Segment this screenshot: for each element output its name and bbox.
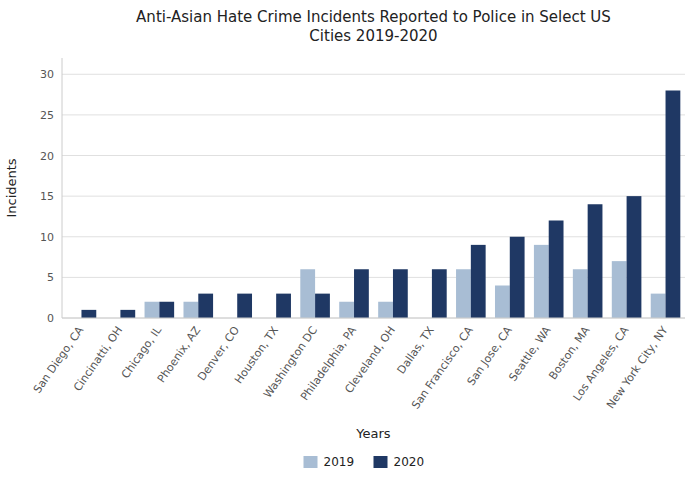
bar	[81, 310, 96, 318]
y-tick-label: 10	[40, 231, 54, 244]
x-axis-line	[62, 318, 685, 319]
grid-line	[62, 196, 685, 197]
bar	[183, 302, 198, 318]
x-axis-label: Years	[355, 426, 391, 441]
bar	[495, 286, 510, 319]
grid-line	[62, 74, 685, 75]
y-tick-label: 25	[40, 109, 54, 122]
title: Anti-Asian Hate Crime Incidents Reported…	[136, 8, 611, 45]
title-line: Cities 2019-2020	[309, 27, 437, 45]
bar	[549, 221, 564, 319]
bar	[378, 302, 393, 318]
x-tick-label: Cincinatti, OH	[71, 324, 125, 394]
bar	[510, 237, 525, 318]
title-line: Anti-Asian Hate Crime Incidents Reported…	[136, 8, 611, 26]
bar	[588, 204, 603, 318]
bar	[198, 294, 213, 318]
bar	[666, 91, 681, 319]
y-tick-label: 0	[47, 312, 54, 325]
bar	[339, 302, 354, 318]
bar	[651, 294, 666, 318]
legend-swatch	[304, 456, 318, 468]
bar	[393, 269, 408, 318]
bar	[612, 261, 627, 318]
y-axis-line	[62, 58, 63, 318]
y-tick-label: 15	[40, 190, 54, 203]
x-tick-label: San Jose, CA	[465, 324, 515, 388]
x-tick-label: Cleveland, OH	[342, 324, 398, 396]
bar	[534, 245, 549, 318]
y-tick-label: 20	[40, 150, 54, 163]
legend: 2019 2020	[304, 455, 425, 469]
legend-label: 2019	[324, 455, 355, 469]
bar	[471, 245, 486, 318]
legend-label: 2020	[394, 455, 425, 469]
bar	[573, 269, 588, 318]
bar	[627, 196, 642, 318]
bar	[276, 294, 291, 318]
bar	[159, 302, 174, 318]
bar	[354, 269, 369, 318]
legend-swatch	[374, 456, 388, 468]
y-tick-label: 30	[40, 68, 54, 81]
bar	[237, 294, 252, 318]
bar	[456, 269, 471, 318]
bar	[432, 269, 447, 318]
bar	[145, 302, 160, 318]
bar	[315, 294, 330, 318]
grid-line	[62, 155, 685, 156]
grid-line	[62, 114, 685, 115]
x-tick-label: New York City, NY	[604, 324, 671, 411]
y-axis-label: Incidents	[4, 158, 19, 217]
y-tick-label: 5	[47, 271, 54, 284]
grid-line	[62, 318, 685, 319]
bars	[81, 91, 680, 319]
chart: 051015202530San Diego, CACincinatti, OHC…	[0, 0, 700, 484]
x-tick-label: Dallas, TX	[395, 324, 437, 377]
bar	[120, 310, 135, 318]
x-tick-label: San Francisco, CA	[409, 324, 476, 412]
bar	[300, 269, 315, 318]
